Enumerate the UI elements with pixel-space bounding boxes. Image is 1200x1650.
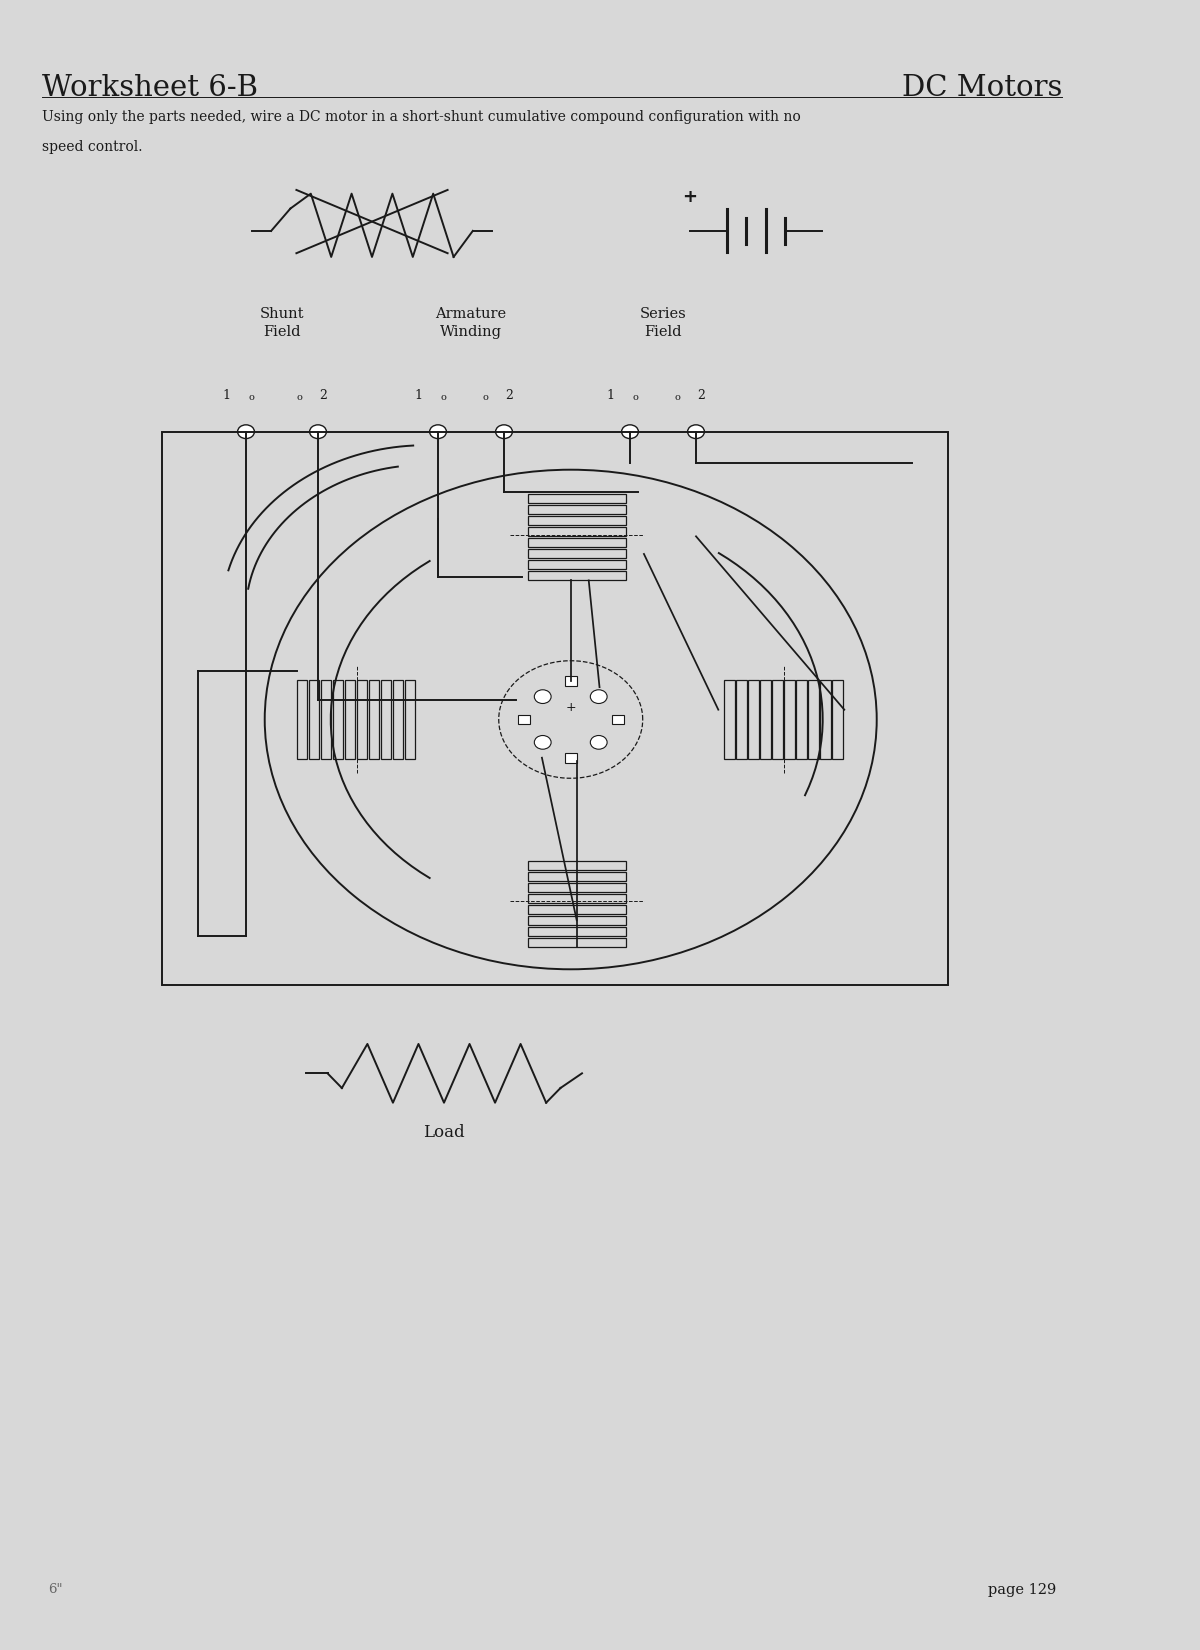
Bar [528,904,626,914]
Text: Shunt
Field: Shunt Field [259,307,305,338]
Bar [528,883,626,891]
Bar [528,538,626,548]
Bar [528,571,626,581]
Bar [382,680,391,759]
Bar [322,680,331,759]
Bar [809,680,818,759]
Text: Worksheet 6-B: Worksheet 6-B [42,74,258,102]
Bar [298,680,307,759]
Bar [565,676,577,686]
Text: speed control.: speed control. [42,140,143,153]
Bar [406,680,415,759]
Bar [162,432,948,985]
Text: +: + [683,188,697,206]
Text: 2: 2 [505,389,514,403]
Text: o: o [482,393,488,403]
Text: 1: 1 [222,389,230,403]
Text: 1: 1 [606,389,614,403]
Bar [346,680,355,759]
Bar [528,871,626,881]
Bar [528,861,626,870]
Bar [528,516,626,525]
Bar [528,937,626,947]
Text: o: o [632,393,638,403]
Text: Armature
Winding: Armature Winding [436,307,506,338]
Bar [761,680,770,759]
Bar [785,680,794,759]
Text: o: o [248,393,254,403]
Text: o: o [674,393,680,403]
Bar [797,680,806,759]
Bar [528,561,626,569]
Circle shape [534,690,551,703]
Circle shape [310,424,326,439]
Text: Load: Load [424,1124,464,1142]
Bar [528,549,626,558]
Bar [334,680,343,759]
Text: page 129: page 129 [988,1582,1056,1597]
Bar [528,927,626,936]
Text: 1: 1 [414,389,422,403]
Text: +: + [565,701,576,714]
Bar [518,714,530,724]
Bar [749,680,758,759]
Text: o: o [440,393,446,403]
Circle shape [590,690,607,703]
Circle shape [430,424,446,439]
Bar [528,505,626,515]
Bar [612,714,624,724]
Bar [394,680,403,759]
Text: DC Motors: DC Motors [901,74,1062,102]
Circle shape [688,424,704,439]
Bar [833,680,842,759]
Circle shape [590,736,607,749]
Text: 6": 6" [48,1582,62,1596]
Bar [528,894,626,903]
Bar [725,680,734,759]
Bar [370,680,379,759]
Text: o: o [296,393,302,403]
Bar [528,528,626,536]
Bar [528,495,626,503]
Text: 2: 2 [697,389,706,403]
Circle shape [534,736,551,749]
Text: Series
Field: Series Field [640,307,686,338]
Text: 2: 2 [319,389,328,403]
Circle shape [496,424,512,439]
Bar [773,680,782,759]
Bar [528,916,626,924]
Text: Using only the parts needed, wire a DC motor in a short-shunt cumulative compoun: Using only the parts needed, wire a DC m… [42,111,800,124]
Bar [821,680,830,759]
Bar [358,680,367,759]
Bar [737,680,746,759]
Circle shape [622,424,638,439]
Circle shape [238,424,254,439]
Bar [565,752,577,762]
Bar [310,680,319,759]
